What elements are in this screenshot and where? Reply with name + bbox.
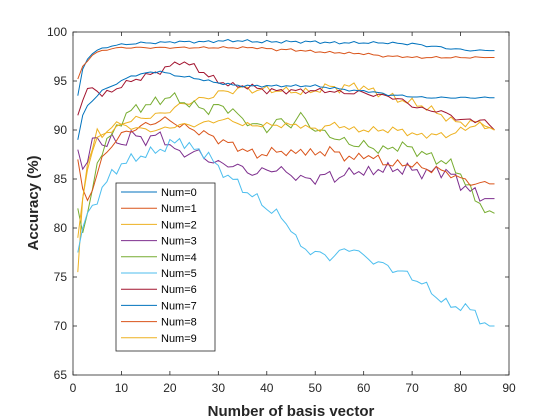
legend: Num=0 Num=1 Num=2 Num=3 Num=4 Num=5 Num=6 Num=7… (115, 182, 216, 352)
y-tick-label: 85 (54, 172, 68, 186)
x-tick-label: 50 (309, 381, 323, 395)
legend-label: Num=0 (161, 187, 197, 199)
x-tick-label: 60 (357, 381, 371, 395)
legend-label: Num=7 (161, 300, 197, 312)
y-tick-label: 100 (47, 25, 67, 39)
x-tick-label: 40 (260, 381, 274, 395)
x-tick-label: 90 (502, 381, 516, 395)
axis-ticks: 0 10 20 30 40 50 60 70 80 90 65 70 75 80 85 90 95 100 (47, 25, 516, 395)
series-line-num-7 (77, 70, 495, 140)
y-tick-label: 80 (54, 221, 68, 235)
legend-label: Num=3 (161, 236, 197, 248)
x-tick-label: 80 (454, 381, 468, 395)
series-lines (77, 38, 495, 327)
x-tick-label: 30 (212, 381, 226, 395)
legend-label: Num=1 (161, 203, 197, 215)
x-axis-title: Number of basis vector (208, 403, 375, 420)
series-line-num-4 (77, 91, 495, 234)
series-line-num-8 (77, 116, 495, 202)
legend-label: Num=6 (161, 284, 197, 296)
series-line-num-0 (77, 38, 495, 96)
x-tick-label: 20 (163, 381, 177, 395)
series-line-num-6 (77, 61, 495, 131)
legend-label: Num=5 (161, 268, 197, 280)
y-tick-label: 70 (54, 319, 68, 333)
y-tick-label: 75 (54, 270, 68, 284)
series-line-num-9 (77, 117, 495, 238)
y-tick-label: 90 (54, 123, 68, 137)
x-tick-label: 70 (405, 381, 419, 395)
y-tick-label: 95 (54, 74, 68, 88)
legend-label: Num=9 (161, 333, 197, 345)
series-line-num-1 (77, 46, 495, 80)
legend-label: Num=4 (161, 252, 197, 264)
y-tick-label: 65 (54, 368, 68, 382)
legend-label: Num=8 (161, 317, 197, 329)
x-tick-label: 0 (70, 381, 77, 395)
y-axis-title: Accuracy (%) (25, 155, 42, 250)
legend-box (115, 182, 216, 352)
legend-label: Num=2 (161, 219, 197, 231)
series-line-num-5 (77, 137, 495, 327)
x-tick-label: 10 (115, 381, 129, 395)
series-line-num-3 (77, 129, 495, 202)
